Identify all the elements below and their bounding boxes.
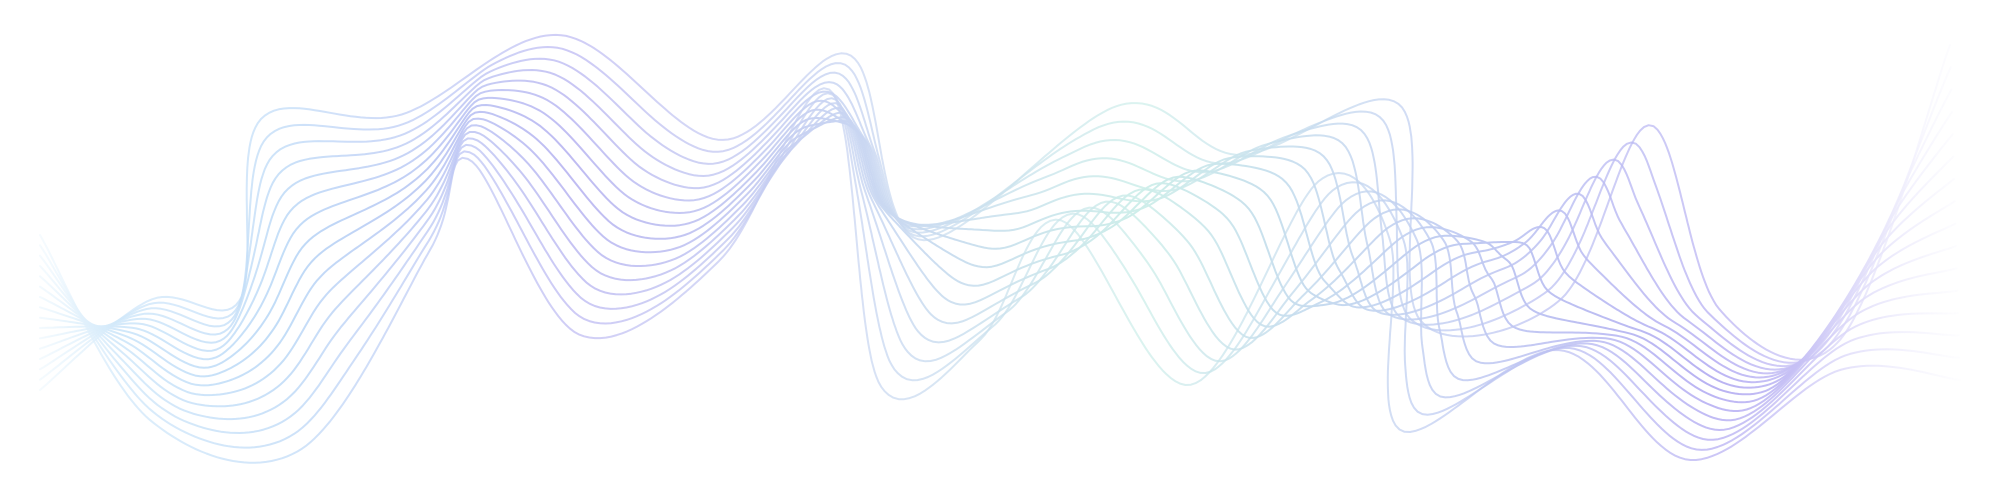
wave-line xyxy=(39,33,1951,391)
wave-line xyxy=(39,102,1959,431)
wave-line xyxy=(39,92,1961,451)
wave-line xyxy=(39,104,1956,389)
wave-line xyxy=(39,96,1955,384)
wave-line xyxy=(39,57,1953,371)
wave-line xyxy=(39,89,1955,379)
wave-line xyxy=(39,97,1960,441)
wave-line xyxy=(39,46,1952,381)
wave-line xyxy=(39,107,1959,422)
wave-line xyxy=(39,111,1958,412)
wave-line xyxy=(39,69,1953,371)
wave-lines-group xyxy=(39,33,1961,464)
wave-line xyxy=(39,116,1957,404)
wave-line xyxy=(39,79,1954,375)
wave-line xyxy=(39,110,1957,396)
